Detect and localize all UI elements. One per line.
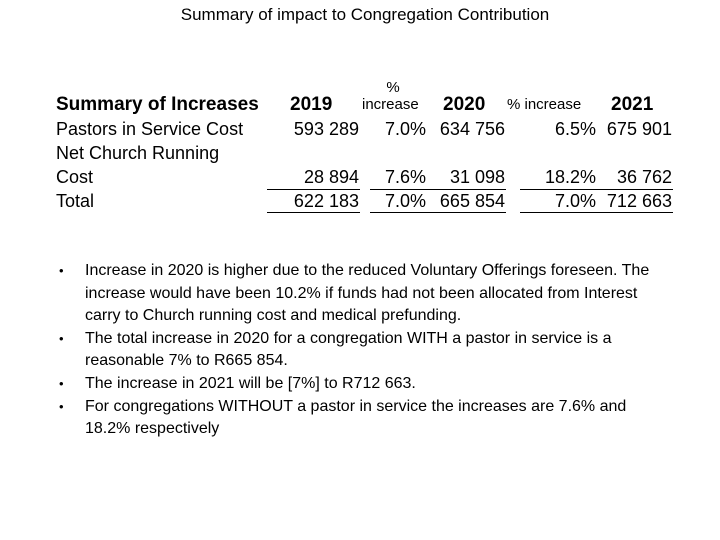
rule-2020-bottom: [370, 212, 506, 213]
row-pastors-pct-2021: 6.5%: [554, 119, 596, 139]
header-year-2021: 2021: [611, 94, 654, 115]
header-label: Summary of Increases: [56, 94, 259, 115]
row-running-2019: 28 894: [303, 167, 359, 187]
rule-2021-bottom: [520, 212, 673, 213]
header-pct2: % increase: [507, 96, 582, 113]
notes-list: Increase in 2020 is higher due to the re…: [56, 260, 666, 441]
row-total-pct-2020: 7.0%: [384, 191, 426, 211]
row-running-2020: 31 098: [449, 167, 505, 187]
note-item: The total increase in 2020 for a congreg…: [56, 328, 666, 373]
row-total-2021: 712 663: [606, 191, 672, 211]
row-running-pct-2020: 7.6%: [384, 167, 426, 187]
row-running-label-line1: Net Church Running: [56, 143, 220, 163]
header-pct1-bottom: increase: [362, 96, 419, 113]
header-year-2020: 2020: [443, 94, 486, 115]
rule-2021-top: [520, 189, 673, 190]
row-running-label-line2: Cost: [56, 167, 94, 187]
row-running-2021: 36 762: [616, 167, 672, 187]
row-pastors-2020: 634 756: [439, 119, 505, 139]
row-pastors-label: Pastors in Service Cost: [56, 119, 244, 139]
note-item: The increase in 2021 will be [7%] to R71…: [56, 373, 666, 396]
header-year-2019: 2019: [290, 94, 333, 115]
row-pastors-2021: 675 901: [606, 119, 672, 139]
row-total-label: Total: [56, 191, 95, 211]
rule-2019-bottom: [267, 212, 360, 213]
slide-title: Summary of impact to Congregation Contri…: [180, 5, 550, 24]
note-item: For congregations WITHOUT a pastor in se…: [56, 396, 666, 441]
row-pastors-2019: 593 289: [293, 119, 359, 139]
row-total-2019: 622 183: [293, 191, 359, 211]
header-pct1-top: %: [386, 79, 400, 96]
row-pastors-pct-2020: 7.0%: [384, 119, 426, 139]
rule-2020-top: [370, 189, 506, 190]
row-total-pct-2021: 7.0%: [554, 191, 596, 211]
row-total-2020: 665 854: [439, 191, 505, 211]
row-running-pct-2021: 18.2%: [544, 167, 596, 187]
rule-2019-top: [267, 189, 360, 190]
note-item: Increase in 2020 is higher due to the re…: [56, 260, 666, 328]
